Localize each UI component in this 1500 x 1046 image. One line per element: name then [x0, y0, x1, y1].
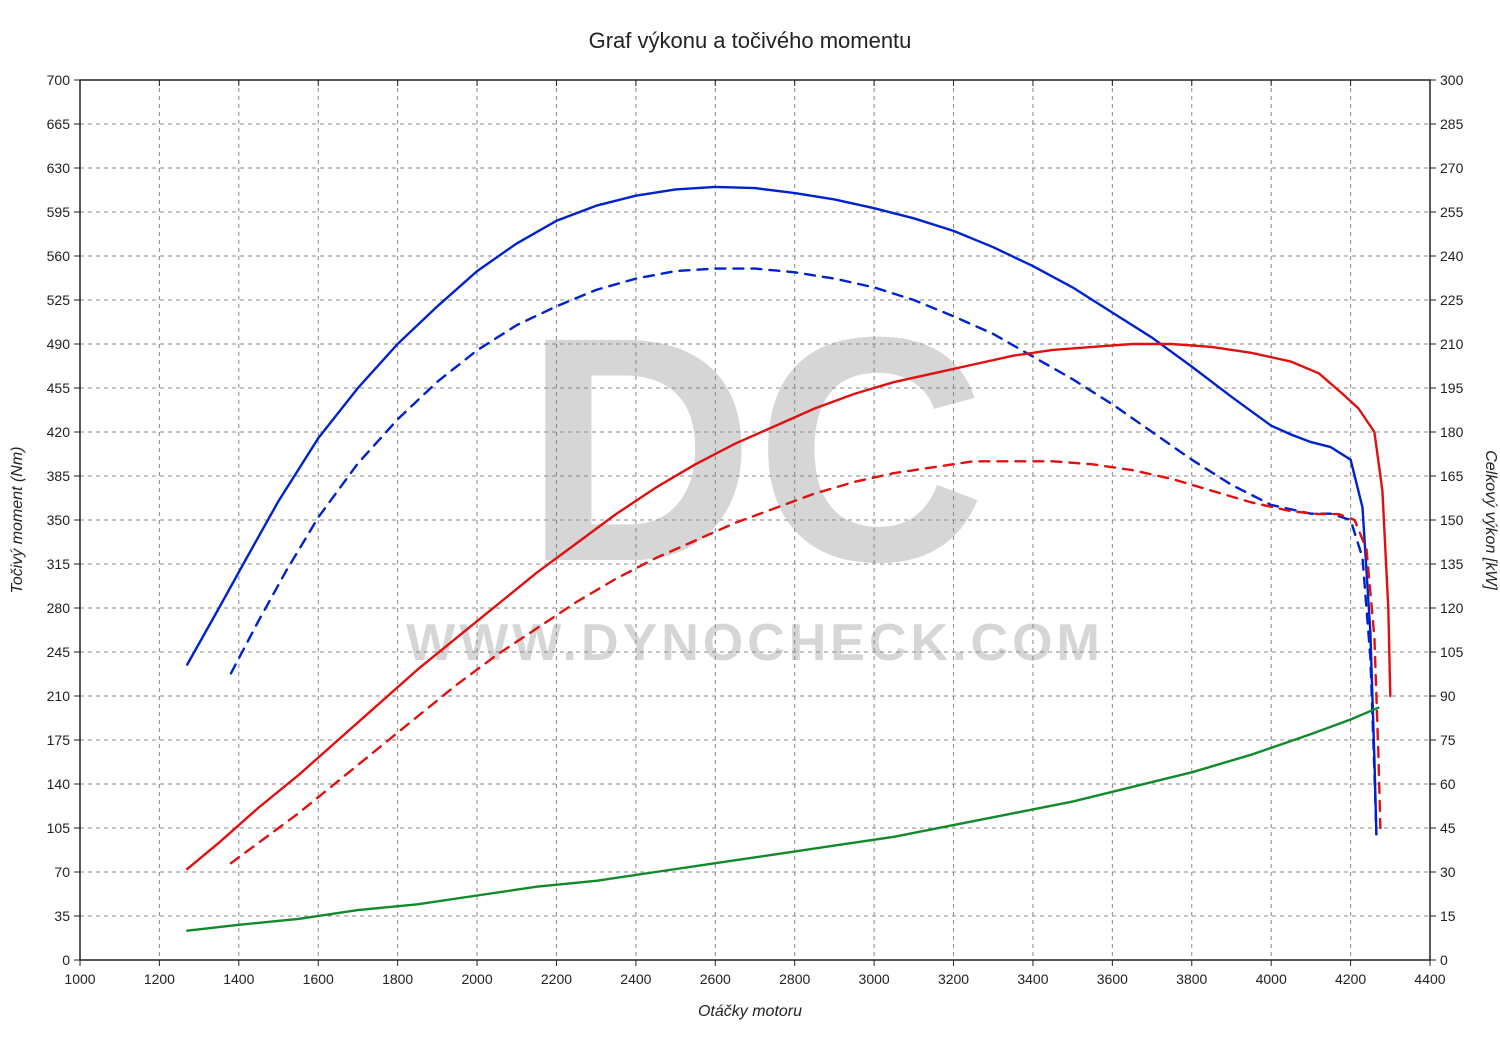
tick-label-y-right: 285	[1440, 116, 1464, 132]
chart-plot: DCWWW.DYNOCHECK.COM100012001400160018002…	[0, 0, 1500, 1041]
tick-label-y-right: 165	[1440, 468, 1464, 484]
chart-container: Graf výkonu a točivého momentu Otáčky mo…	[0, 0, 1500, 1041]
tick-label-x: 3600	[1097, 971, 1128, 987]
tick-label-x: 2600	[700, 971, 731, 987]
chart-title: Graf výkonu a točivého momentu	[0, 28, 1500, 54]
tick-label-y-left: 630	[47, 160, 71, 176]
tick-label-y-right: 30	[1440, 864, 1456, 880]
tick-label-y-left: 525	[47, 292, 71, 308]
tick-label-x: 3200	[938, 971, 969, 987]
tick-label-y-left: 0	[62, 952, 70, 968]
tick-label-x: 3400	[1017, 971, 1048, 987]
tick-label-y-left: 140	[47, 776, 71, 792]
y-axis-label-right: Celkový výkon [kW]	[1482, 450, 1499, 590]
tick-label-y-left: 595	[47, 204, 71, 220]
tick-label-y-left: 175	[47, 732, 71, 748]
tick-label-x: 4200	[1335, 971, 1366, 987]
tick-label-y-right: 210	[1440, 336, 1464, 352]
series-drag_power	[187, 708, 1378, 931]
watermark-url: WWW.DYNOCHECK.COM	[406, 614, 1104, 672]
tick-label-y-right: 45	[1440, 820, 1456, 836]
tick-label-y-right: 105	[1440, 644, 1464, 660]
tick-label-y-left: 350	[47, 512, 71, 528]
tick-label-y-left: 70	[54, 864, 70, 880]
tick-label-x: 3000	[859, 971, 890, 987]
tick-label-y-left: 105	[47, 820, 71, 836]
tick-label-x: 1800	[382, 971, 413, 987]
tick-label-y-right: 270	[1440, 160, 1464, 176]
tick-label-y-left: 455	[47, 380, 71, 396]
tick-label-x: 4400	[1414, 971, 1445, 987]
tick-label-x: 1400	[223, 971, 254, 987]
tick-label-x: 1000	[64, 971, 95, 987]
tick-label-y-left: 210	[47, 688, 71, 704]
tick-label-x: 2800	[779, 971, 810, 987]
tick-label-y-right: 0	[1440, 952, 1448, 968]
tick-label-y-right: 195	[1440, 380, 1464, 396]
tick-label-x: 1600	[303, 971, 334, 987]
tick-label-y-left: 490	[47, 336, 71, 352]
tick-label-y-right: 75	[1440, 732, 1456, 748]
tick-label-y-right: 225	[1440, 292, 1464, 308]
tick-label-y-right: 180	[1440, 424, 1464, 440]
tick-label-x: 4000	[1256, 971, 1287, 987]
tick-label-y-left: 560	[47, 248, 71, 264]
tick-label-x: 2400	[620, 971, 651, 987]
tick-label-x: 1200	[144, 971, 175, 987]
tick-label-y-left: 700	[47, 72, 71, 88]
tick-label-y-left: 35	[54, 908, 70, 924]
tick-label-y-right: 255	[1440, 204, 1464, 220]
tick-label-y-right: 300	[1440, 72, 1464, 88]
y-axis-label-left: Točivý moment (Nm)	[9, 447, 26, 594]
tick-label-y-left: 280	[47, 600, 71, 616]
tick-label-y-right: 60	[1440, 776, 1456, 792]
tick-label-y-left: 420	[47, 424, 71, 440]
tick-label-y-left: 245	[47, 644, 71, 660]
tick-label-y-right: 135	[1440, 556, 1464, 572]
tick-label-y-right: 120	[1440, 600, 1464, 616]
tick-label-x: 2200	[541, 971, 572, 987]
tick-label-y-right: 150	[1440, 512, 1464, 528]
chart-x-label: Otáčky motoru	[0, 1003, 1500, 1021]
tick-label-y-left: 315	[47, 556, 71, 572]
tick-label-y-right: 90	[1440, 688, 1456, 704]
tick-label-y-left: 385	[47, 468, 71, 484]
tick-label-x: 3800	[1176, 971, 1207, 987]
tick-label-x: 2000	[461, 971, 492, 987]
tick-label-y-left: 665	[47, 116, 71, 132]
watermark-logo: DC	[524, 270, 986, 628]
tick-label-y-right: 15	[1440, 908, 1456, 924]
tick-label-y-right: 240	[1440, 248, 1464, 264]
